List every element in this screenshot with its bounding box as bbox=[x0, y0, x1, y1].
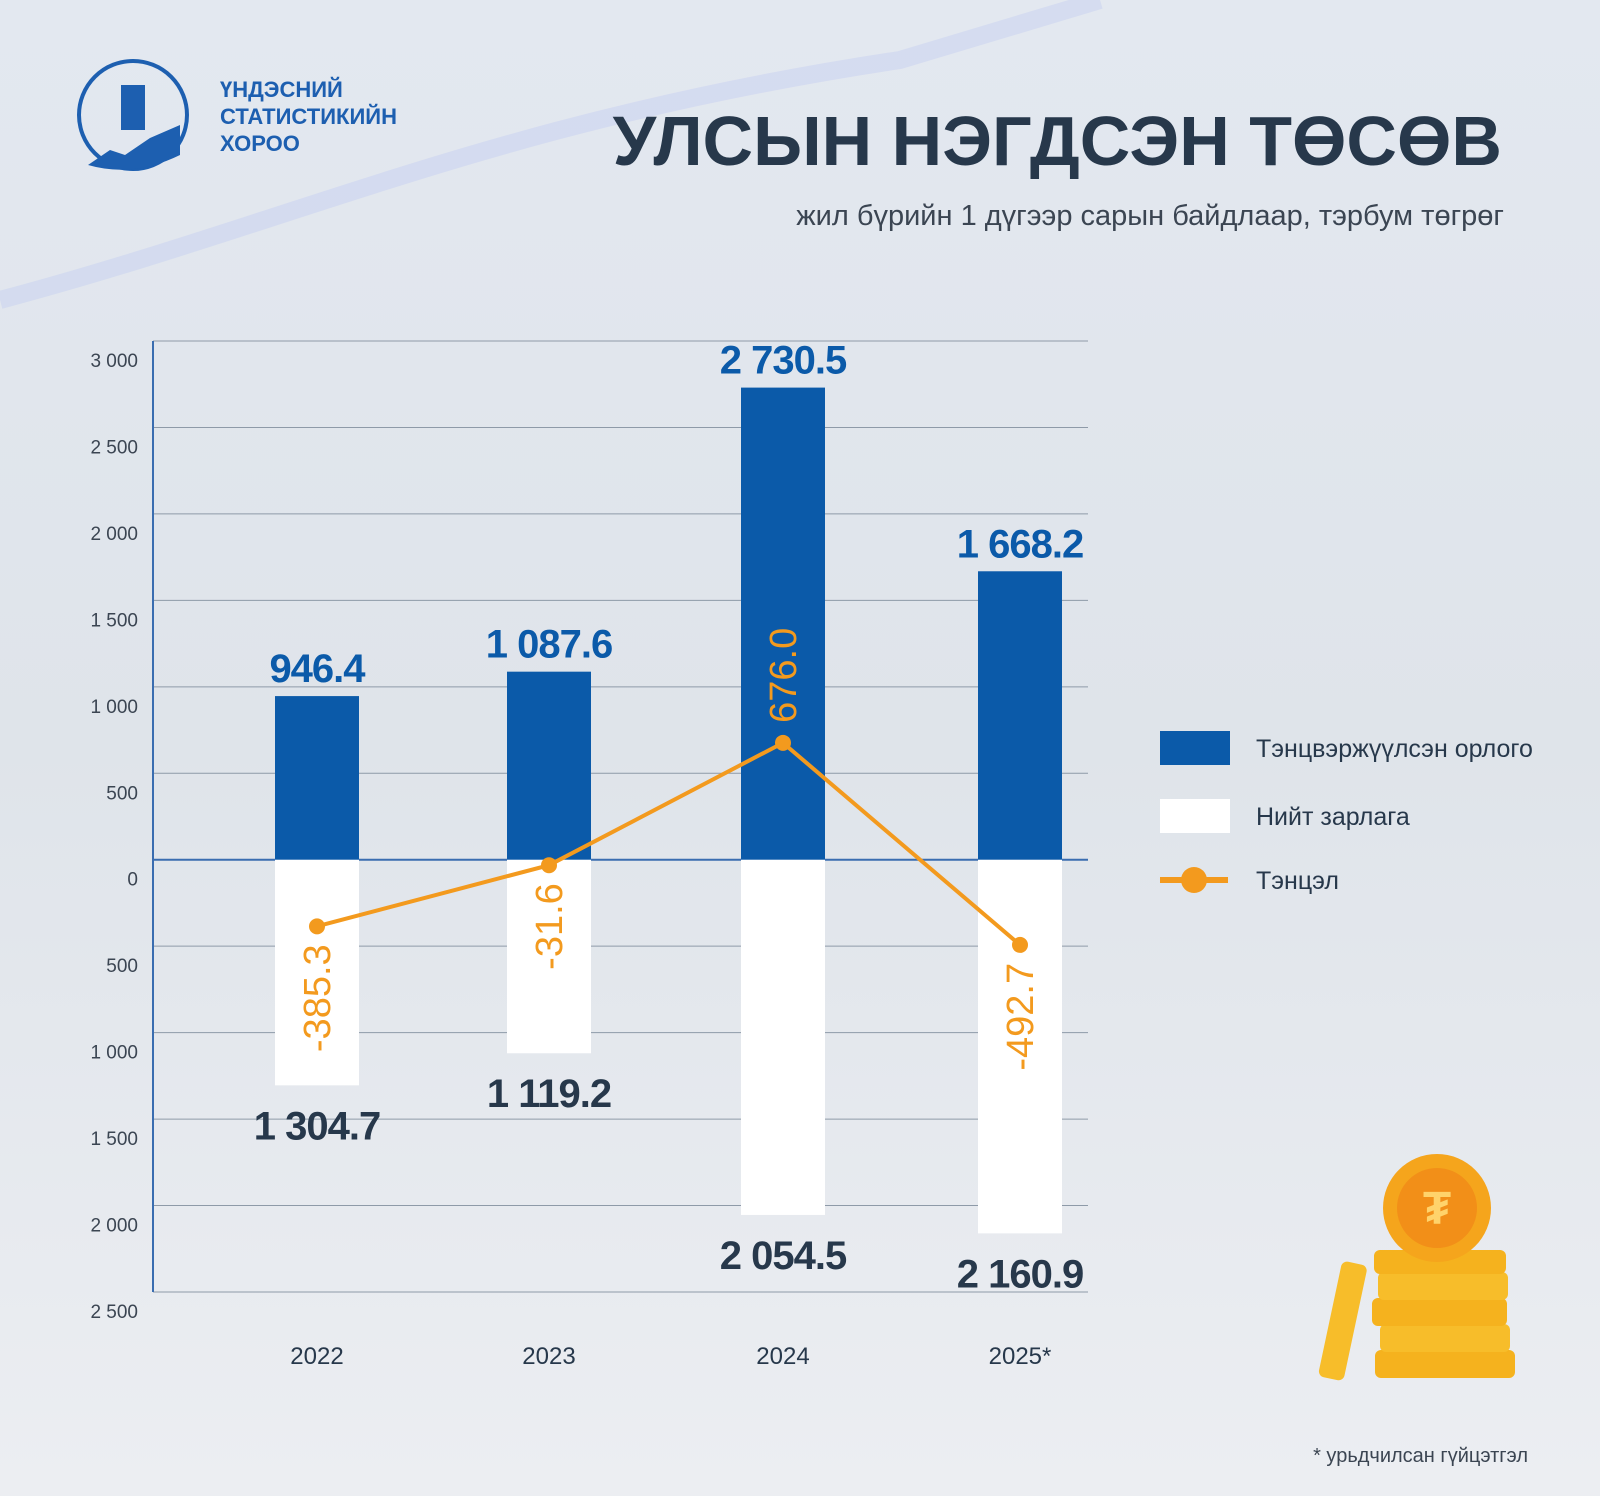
value-label: -492.7 bbox=[1000, 963, 1042, 1071]
value-label: 946.4 bbox=[269, 647, 366, 691]
bar bbox=[275, 859, 359, 1086]
y-tick-label: 3 000 bbox=[90, 351, 138, 372]
x-tick-label: 2025* bbox=[989, 1343, 1052, 1370]
value-label: 1 304.7 bbox=[254, 1104, 380, 1148]
legend-swatch bbox=[1181, 867, 1207, 893]
y-tick-label: 500 bbox=[106, 956, 138, 977]
value-label: 2 054.5 bbox=[720, 1234, 847, 1278]
x-tick-label: 2024 bbox=[756, 1343, 809, 1370]
y-tick-label: 1 500 bbox=[90, 610, 138, 631]
logo-text: ХОРОО bbox=[220, 131, 300, 156]
line-marker bbox=[541, 857, 557, 874]
y-tick-label: 1 000 bbox=[90, 1043, 138, 1064]
svg-text:₮: ₮ bbox=[1423, 1182, 1451, 1234]
value-label: -31.6 bbox=[529, 883, 571, 970]
y-tick-label: 2 500 bbox=[90, 1302, 138, 1323]
value-label: 1 119.2 bbox=[487, 1072, 611, 1116]
line-marker bbox=[309, 918, 325, 935]
legend-label: Тэнцвэржүүлсэн орлого bbox=[1256, 735, 1533, 763]
y-tick-label: 2 000 bbox=[90, 1216, 138, 1237]
chart-subtitle: жил бүрийн 1 дүгээр сарын байдлаар, тэрб… bbox=[796, 200, 1504, 232]
legend-label: Нийт зарлага bbox=[1256, 803, 1410, 831]
value-label: 2 160.9 bbox=[957, 1252, 1083, 1296]
y-tick-label: 1 500 bbox=[90, 1129, 138, 1150]
value-label: 1 087.6 bbox=[486, 623, 612, 667]
legend-swatch bbox=[1160, 731, 1230, 765]
footnote: * урьдчилсан гүйцэтгэл bbox=[1313, 1445, 1528, 1467]
y-tick-label: 2 500 bbox=[90, 437, 138, 458]
value-label: 2 730.5 bbox=[720, 339, 847, 383]
y-tick-label: 0 bbox=[127, 870, 138, 891]
chart-title: УЛСЫН НЭГДСЭН ТӨСӨВ bbox=[613, 102, 1502, 180]
y-tick-label: 2 000 bbox=[90, 524, 138, 545]
bar bbox=[741, 387, 825, 860]
bar bbox=[507, 859, 591, 1054]
value-label: 676.0 bbox=[763, 628, 805, 723]
line bbox=[316, 740, 1022, 947]
bar bbox=[741, 859, 825, 1215]
y-tick-label: 1 000 bbox=[90, 697, 138, 718]
bar bbox=[507, 671, 591, 860]
bg-decor bbox=[0, 0, 1103, 309]
y-tick-label: 500 bbox=[106, 783, 138, 804]
value-label: -385.3 bbox=[297, 944, 339, 1052]
logo-text: СТАТИСТИКИЙН bbox=[220, 104, 397, 129]
legend-swatch bbox=[1160, 799, 1230, 833]
legend-label: Тэнцэл bbox=[1256, 867, 1339, 895]
bar bbox=[275, 696, 359, 860]
line-marker bbox=[775, 734, 791, 751]
bar bbox=[978, 571, 1062, 860]
logo bbox=[77, 59, 189, 171]
x-tick-label: 2022 bbox=[290, 1343, 343, 1370]
coins: ₮ bbox=[1318, 1154, 1515, 1381]
logo-text: ҮНДЭСНИЙ bbox=[220, 77, 343, 102]
value-label: 1 668.2 bbox=[957, 522, 1083, 566]
line-marker bbox=[1012, 936, 1028, 953]
x-tick-label: 2023 bbox=[522, 1343, 575, 1370]
